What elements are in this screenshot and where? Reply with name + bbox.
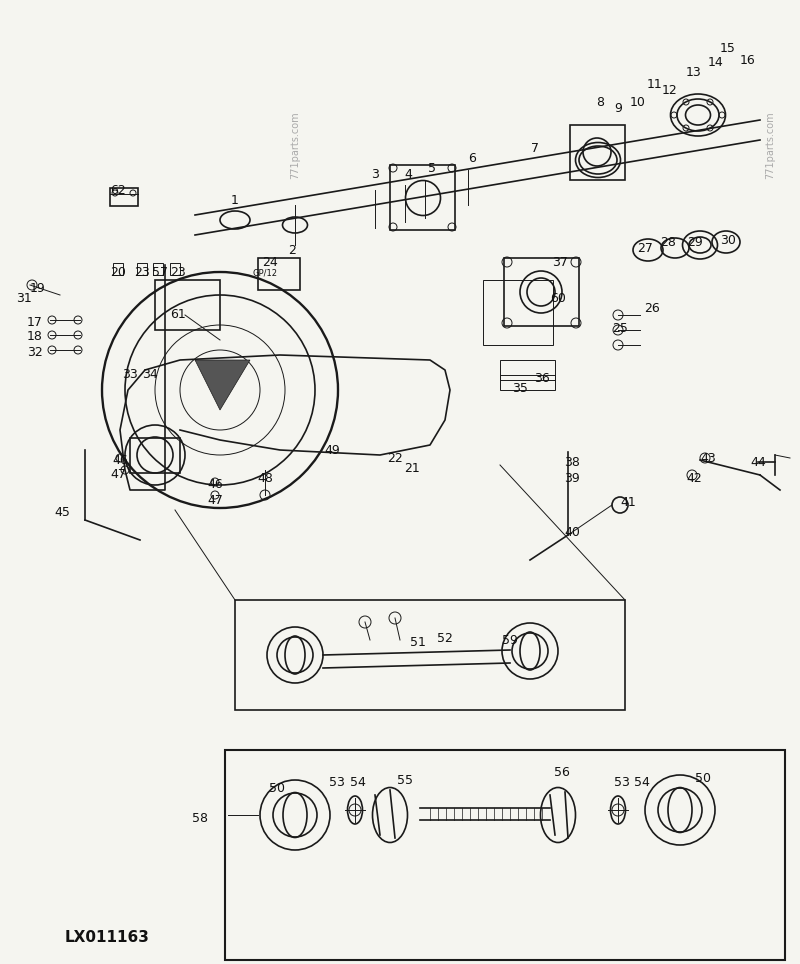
Text: 20: 20 [110, 265, 126, 279]
Text: 47: 47 [207, 494, 223, 506]
Text: 22: 22 [387, 451, 403, 465]
Text: 17: 17 [27, 315, 43, 329]
Text: 771parts.com: 771parts.com [765, 111, 775, 178]
Text: 4: 4 [404, 169, 412, 181]
Text: 16: 16 [740, 53, 756, 67]
Text: 13: 13 [686, 66, 702, 78]
Text: 57: 57 [152, 265, 168, 279]
Text: 61: 61 [170, 308, 186, 322]
Text: 44: 44 [750, 456, 766, 469]
Bar [483, 280, 553, 345]
Text: 39: 39 [564, 471, 580, 485]
Text: 38: 38 [564, 456, 580, 469]
Text: 10: 10 [630, 96, 646, 110]
Text: 37: 37 [552, 255, 568, 269]
Text: 14: 14 [708, 56, 724, 68]
Text: 62: 62 [110, 183, 126, 197]
Text: 55: 55 [397, 773, 413, 787]
Text: 50: 50 [695, 771, 711, 785]
Text: 8: 8 [596, 96, 604, 110]
Text: 2: 2 [288, 244, 296, 256]
Text: 41: 41 [620, 495, 636, 508]
Text: 23: 23 [170, 265, 186, 279]
Bar [390, 165, 455, 230]
Bar [500, 375, 555, 390]
Text: 28: 28 [660, 236, 676, 250]
Text: 54: 54 [634, 775, 650, 789]
Text: 25: 25 [612, 322, 628, 335]
Text: 53: 53 [614, 775, 630, 789]
Text: GP/12: GP/12 [253, 269, 278, 278]
Text: 11: 11 [647, 78, 663, 92]
Bar [235, 600, 625, 710]
Text: 29: 29 [687, 235, 703, 249]
Text: 40: 40 [564, 525, 580, 539]
Text: 19: 19 [30, 281, 46, 294]
Text: 1: 1 [231, 194, 239, 206]
Text: 15: 15 [720, 41, 736, 55]
Text: 49: 49 [324, 443, 340, 457]
Text: 47: 47 [110, 469, 126, 481]
Text: 46: 46 [207, 478, 223, 492]
Text: 35: 35 [512, 382, 528, 394]
Text: 21: 21 [404, 462, 420, 474]
Text: 18: 18 [27, 331, 43, 343]
Bar [153, 263, 163, 275]
Text: 43: 43 [700, 451, 716, 465]
Text: 27: 27 [637, 242, 653, 254]
Bar [225, 750, 785, 960]
Text: 6: 6 [468, 151, 476, 165]
Polygon shape [195, 360, 250, 410]
Text: 53: 53 [329, 775, 345, 789]
Text: 26: 26 [644, 302, 660, 314]
Text: 33: 33 [122, 368, 138, 382]
Text: 36: 36 [534, 371, 550, 385]
Bar [504, 258, 579, 326]
Text: 34: 34 [142, 368, 158, 382]
Text: 23: 23 [134, 265, 150, 279]
Text: 12: 12 [662, 84, 678, 96]
Text: 42: 42 [686, 471, 702, 485]
Text: 48: 48 [257, 471, 273, 485]
Text: 30: 30 [720, 233, 736, 247]
Text: 32: 32 [27, 345, 43, 359]
Text: 60: 60 [550, 291, 566, 305]
Text: 52: 52 [437, 631, 453, 645]
Bar [110, 188, 138, 206]
Bar [137, 263, 147, 275]
Bar [258, 258, 300, 290]
Text: 46: 46 [112, 453, 128, 467]
Bar [170, 263, 180, 275]
Text: 31: 31 [16, 291, 32, 305]
Text: 9: 9 [614, 101, 622, 115]
Text: 45: 45 [54, 505, 70, 519]
Text: 5: 5 [428, 162, 436, 174]
Text: 51: 51 [410, 635, 426, 649]
Text: 771parts.com: 771parts.com [290, 111, 300, 178]
Text: 54: 54 [350, 775, 366, 789]
Bar [113, 263, 123, 275]
Text: 7: 7 [531, 142, 539, 154]
Bar [155, 280, 220, 330]
Text: 58: 58 [192, 812, 208, 824]
Text: LX011163: LX011163 [65, 930, 150, 946]
Text: 24: 24 [262, 255, 278, 269]
Bar [570, 125, 625, 180]
Text: 56: 56 [554, 765, 570, 779]
Text: 59: 59 [502, 633, 518, 647]
Text: 3: 3 [371, 169, 379, 181]
Bar [500, 360, 555, 380]
Bar [130, 438, 180, 473]
Text: 50: 50 [269, 782, 285, 794]
